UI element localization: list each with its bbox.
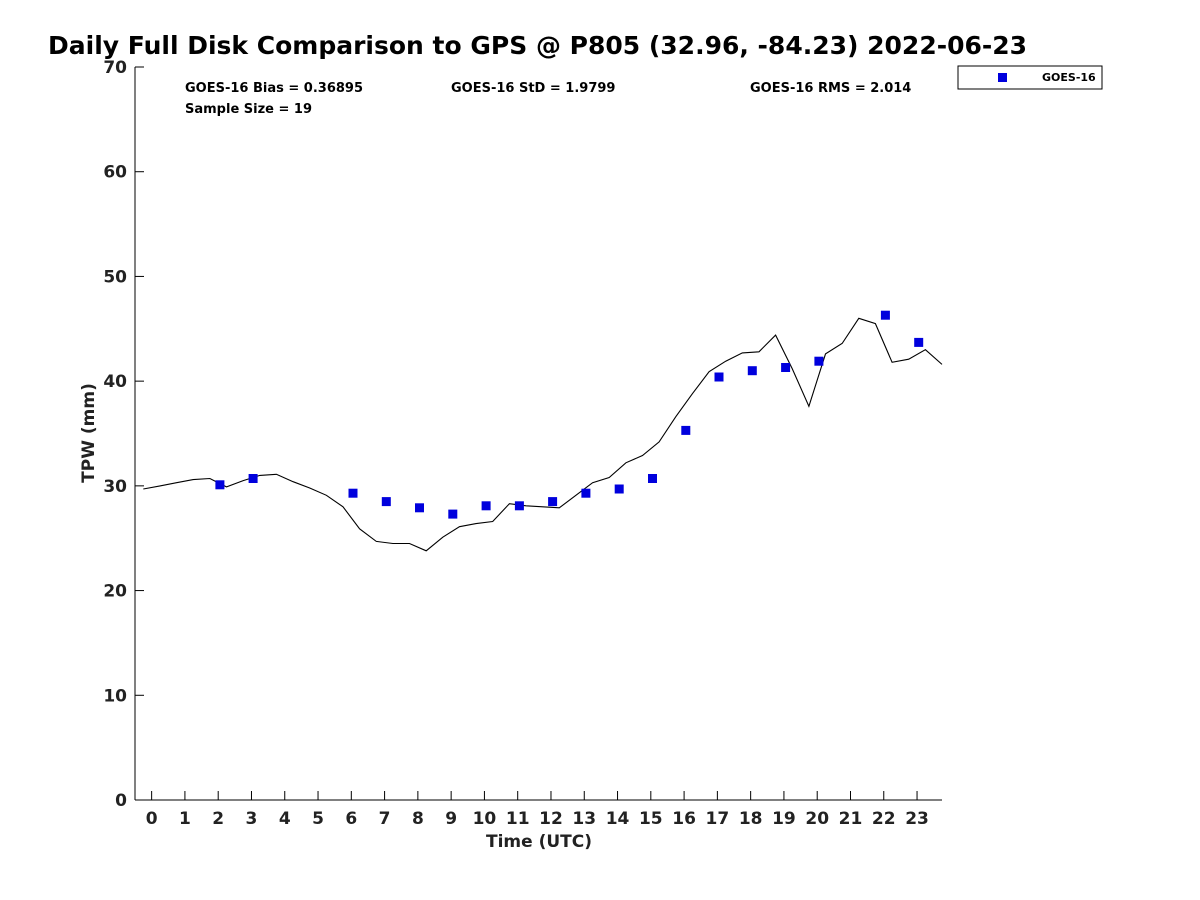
goes16-point bbox=[581, 488, 591, 498]
x-tick-label: 22 bbox=[872, 809, 896, 829]
x-tick-label: 17 bbox=[706, 809, 730, 829]
stat-rms: GOES-16 RMS = 2.014 bbox=[750, 81, 911, 96]
goes16-point bbox=[348, 488, 358, 498]
x-tick-label: 12 bbox=[539, 809, 563, 829]
y-tick-label: 20 bbox=[103, 582, 127, 602]
goes16-point bbox=[381, 497, 391, 507]
goes16-point bbox=[448, 509, 458, 519]
legend-marker-square bbox=[998, 73, 1007, 82]
x-tick-label: 9 bbox=[445, 809, 457, 829]
goes16-point bbox=[714, 372, 724, 382]
goes16-point bbox=[548, 497, 558, 507]
x-tick-label: 18 bbox=[739, 809, 763, 829]
y-tick-label: 50 bbox=[103, 267, 127, 287]
x-tick-label: 4 bbox=[279, 809, 291, 829]
y-axis-label: TPW (mm) bbox=[79, 383, 99, 483]
x-tick-label: 2 bbox=[212, 809, 224, 829]
x-tick-label: 14 bbox=[606, 809, 630, 829]
stat-bias: GOES-16 Bias = 0.36895 bbox=[185, 81, 363, 96]
x-tick-label: 8 bbox=[412, 809, 424, 829]
x-tick-label: 5 bbox=[312, 809, 324, 829]
series-layer bbox=[143, 310, 943, 552]
x-tick-label: 13 bbox=[572, 809, 596, 829]
y-axis-ticks: 0 10 20 30 40 50 60 70 bbox=[103, 58, 144, 811]
x-tick-label: 20 bbox=[805, 809, 829, 829]
x-tick-label: 11 bbox=[506, 809, 530, 829]
x-tick-label: 3 bbox=[246, 809, 258, 829]
goes16-point bbox=[814, 356, 824, 366]
y-tick-label: 40 bbox=[103, 372, 127, 392]
x-axis-ticks: 0 1 2 3 4 5 6 7 8 9 10 11 12 13 14 15 16 17 18 19 20 21 22 23 bbox=[146, 791, 929, 829]
goes16-point bbox=[681, 425, 691, 435]
stat-std: GOES-16 StD = 1.9799 bbox=[451, 81, 615, 96]
legend: GOES-16 bbox=[957, 65, 1103, 90]
stat-sample-size: Sample Size = 19 bbox=[185, 102, 312, 117]
goes16-point bbox=[215, 480, 225, 490]
gps-series-line bbox=[143, 317, 943, 552]
legend-label: GOES-16 bbox=[1042, 71, 1096, 84]
x-tick-label: 6 bbox=[345, 809, 357, 829]
goes16-point bbox=[880, 310, 890, 320]
x-tick-label: 16 bbox=[672, 809, 696, 829]
x-tick-label: 19 bbox=[772, 809, 796, 829]
y-tick-label: 10 bbox=[103, 686, 127, 706]
goes16-point bbox=[648, 474, 657, 483]
goes16-point bbox=[781, 363, 791, 372]
x-tick-label: 15 bbox=[639, 809, 663, 829]
y-tick-label: 0 bbox=[115, 791, 127, 811]
x-tick-label: 0 bbox=[146, 809, 158, 829]
x-tick-label: 21 bbox=[839, 809, 863, 829]
legend-box bbox=[957, 65, 1103, 90]
y-tick-label: 30 bbox=[103, 477, 127, 497]
plot-area: 0 1 2 3 4 5 6 7 8 9 10 11 12 13 14 15 16 17 18 19 20 21 22 23 0… bbox=[103, 58, 943, 829]
goes16-point bbox=[248, 474, 258, 483]
x-axis-label: Time (UTC) bbox=[486, 832, 592, 852]
y-tick-label: 60 bbox=[103, 163, 127, 183]
x-tick-label: 10 bbox=[473, 809, 497, 829]
x-tick-label: 23 bbox=[905, 809, 929, 829]
goes16-point bbox=[481, 501, 491, 511]
chart-title: Daily Full Disk Comparison to GPS @ P805… bbox=[48, 31, 1027, 60]
goes16-point bbox=[415, 503, 424, 513]
goes16-point bbox=[747, 366, 757, 376]
goes16-point bbox=[514, 501, 524, 511]
y-tick-label: 70 bbox=[103, 58, 127, 78]
x-tick-label: 7 bbox=[379, 809, 391, 829]
x-tick-label: 1 bbox=[179, 809, 191, 829]
goes16-point bbox=[914, 337, 924, 347]
goes16-point bbox=[614, 484, 624, 494]
